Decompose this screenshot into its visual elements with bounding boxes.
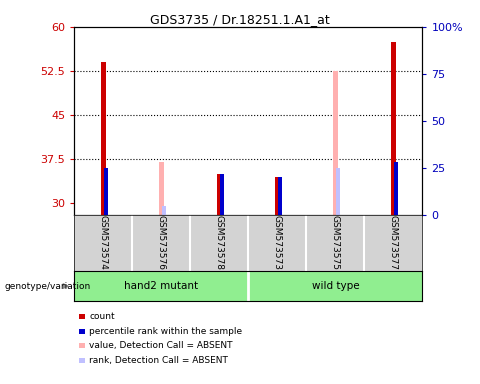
Text: count: count — [89, 312, 115, 321]
Bar — [278, 177, 282, 215]
Text: GSM573577: GSM573577 — [389, 215, 398, 270]
Text: value, Detection Call = ABSENT: value, Detection Call = ABSENT — [89, 341, 233, 351]
Text: hand2 mutant: hand2 mutant — [124, 281, 198, 291]
Bar — [395, 162, 398, 215]
Text: GSM573573: GSM573573 — [273, 215, 282, 270]
Text: GSM573576: GSM573576 — [157, 215, 166, 270]
Bar — [104, 168, 108, 215]
Text: genotype/variation: genotype/variation — [5, 281, 91, 291]
Bar — [336, 168, 340, 215]
Bar — [220, 174, 224, 215]
Text: percentile rank within the sample: percentile rank within the sample — [89, 327, 242, 336]
Text: GDS3735 / Dr.18251.1.A1_at: GDS3735 / Dr.18251.1.A1_at — [150, 13, 330, 26]
Bar — [159, 162, 164, 215]
Bar — [162, 206, 166, 215]
Bar — [391, 41, 396, 215]
Bar — [217, 174, 222, 215]
Bar — [275, 177, 280, 215]
Text: GSM573574: GSM573574 — [99, 215, 108, 270]
Text: rank, Detection Call = ABSENT: rank, Detection Call = ABSENT — [89, 356, 228, 365]
Text: wild type: wild type — [312, 281, 359, 291]
Text: GSM573575: GSM573575 — [331, 215, 340, 270]
Bar — [101, 62, 106, 215]
Bar — [333, 71, 338, 215]
Text: GSM573578: GSM573578 — [215, 215, 224, 270]
